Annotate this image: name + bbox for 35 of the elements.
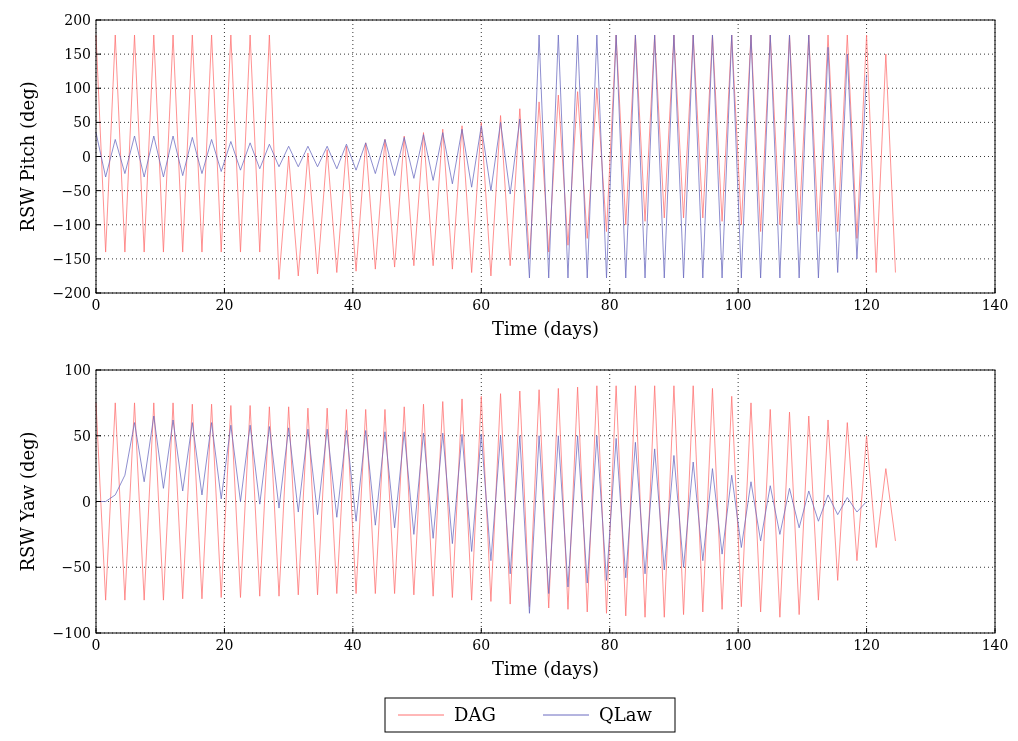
y-tick-label: −100 <box>52 625 91 641</box>
x-tick-label: 100 <box>724 297 752 313</box>
y-tick-label: 0 <box>82 148 91 165</box>
legend-label: QLaw <box>599 704 653 725</box>
line-series <box>95 385 896 618</box>
x-tick-label: 40 <box>343 637 362 653</box>
x-tick-label: 140 <box>981 637 1009 653</box>
y-tick-label: 200 <box>64 12 91 28</box>
y-tick-label: −50 <box>61 559 91 576</box>
y-tick-label: −150 <box>52 250 91 267</box>
x-tick-label: 20 <box>215 297 234 313</box>
y-axis-title: RSW Yaw (deg) <box>17 431 38 572</box>
x-tick-label: 60 <box>472 637 491 653</box>
y-tick-label: 50 <box>73 114 91 131</box>
x-tick-label: 80 <box>600 637 619 653</box>
x-tick-label: 100 <box>724 637 752 653</box>
y-tick-label: 100 <box>64 362 91 378</box>
legend-label: DAG <box>454 704 496 725</box>
x-tick-label: 120 <box>853 297 880 313</box>
y-tick-label: 150 <box>64 46 91 63</box>
y-tick-label: −200 <box>52 285 91 301</box>
y-tick-label: 100 <box>64 80 91 97</box>
y-axis-title: RSW Pitch (deg) <box>17 81 38 232</box>
x-tick-label: 20 <box>215 637 234 653</box>
x-tick-label: 60 <box>472 297 491 313</box>
y-tick-label: −100 <box>52 216 91 233</box>
y-tick-label: −50 <box>61 182 91 199</box>
x-tick-label: 120 <box>853 637 880 653</box>
x-tick-label: 40 <box>343 297 362 313</box>
x-axis-title: Time (days) <box>492 318 599 339</box>
y-tick-label: 50 <box>73 427 91 444</box>
y-tick-label: 0 <box>82 493 91 510</box>
x-tick-label: 80 <box>600 297 619 313</box>
x-axis-title: Time (days) <box>492 658 599 679</box>
x-tick-label: 140 <box>981 297 1009 313</box>
